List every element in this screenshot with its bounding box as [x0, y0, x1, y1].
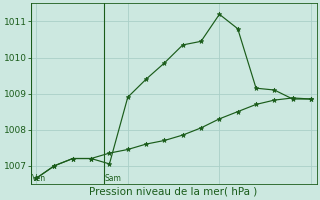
Text: Ven: Ven — [32, 174, 46, 183]
Text: Sam: Sam — [105, 174, 122, 183]
X-axis label: Pression niveau de la mer( hPa ): Pression niveau de la mer( hPa ) — [90, 187, 258, 197]
